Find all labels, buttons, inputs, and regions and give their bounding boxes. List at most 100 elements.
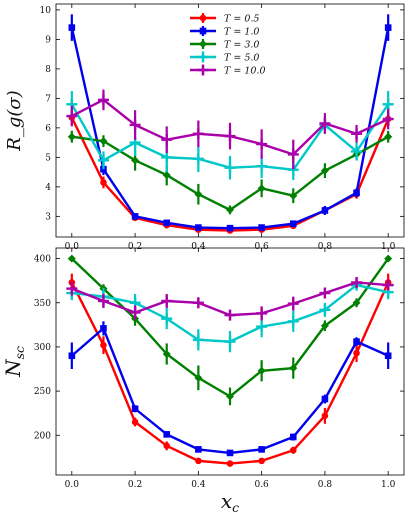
data-point-square (199, 27, 207, 35)
x-tick-label: 0.8 (318, 242, 333, 252)
legend-item: T = 3.0 (190, 39, 259, 51)
data-point-circle (258, 457, 265, 465)
bottom-plot-frame (55, 247, 405, 476)
y-tick-label: 400 (34, 255, 51, 265)
data-point-circle (100, 179, 107, 186)
data-point-diamond (162, 349, 171, 358)
bottom-panel: 0.0 0.2 0.4 0.6 0.8 1.0 200 250 300 350 400 Nsc xc (1, 247, 405, 515)
data-point-diamond (320, 166, 329, 175)
legend-item: T = 10.0 (190, 64, 266, 77)
data-point-diamond (384, 132, 393, 141)
legend-item: T = 1.0 (190, 26, 259, 38)
data-point-circle (321, 412, 329, 420)
data-point-circle (289, 446, 297, 454)
data-point-circle (100, 341, 107, 349)
data-point-square (100, 165, 107, 173)
data-point-square (100, 325, 107, 332)
data-point-diamond (257, 366, 266, 375)
top-plot-frame (55, 3, 405, 238)
y-tick-label: 5 (45, 153, 51, 163)
series-3-0 (67, 254, 393, 406)
series-1-0 (68, 321, 392, 457)
data-point-square (289, 220, 297, 228)
legend-label: T = 5.0 (224, 53, 259, 64)
data-point-circle (131, 418, 139, 426)
x-tick-label: 0.4 (191, 480, 206, 490)
top-ticks: 0.0 0.2 0.4 0.6 0.8 1.0 3 4 5 6 7 8 9 10 (40, 4, 404, 252)
data-point-square (384, 24, 392, 31)
legend: T = 0.5 T = 1.0 T = 3.0 T = 5.0 T = 10.0 (190, 13, 266, 77)
top-series-group (66, 14, 394, 234)
data-point-diamond (162, 171, 171, 180)
x-tick-label: 0.6 (254, 480, 269, 490)
data-point-square (131, 405, 139, 413)
data-point-circle (226, 460, 234, 467)
x-tick-label: 0.4 (191, 242, 206, 252)
series-line (70, 257, 390, 398)
data-point-diamond (131, 156, 140, 165)
legend-item: T = 0.5 (190, 13, 259, 25)
series-1-0 (68, 14, 392, 232)
data-point-square (321, 395, 329, 403)
data-point-square (321, 207, 329, 214)
legend-label: T = 0.5 (224, 14, 259, 25)
y-tick-label: 8 (45, 65, 51, 75)
data-point-square (258, 224, 265, 231)
data-point-diamond (226, 205, 234, 214)
data-point-circle (163, 442, 171, 450)
data-point-square (163, 219, 171, 227)
data-point-diamond (226, 392, 234, 401)
data-point-diamond (289, 191, 298, 200)
data-point-diamond (257, 184, 266, 193)
data-point-square (68, 24, 76, 31)
x-tick-label: 0.0 (65, 480, 80, 490)
y-tick-label: 200 (34, 431, 51, 441)
data-point-square (195, 446, 202, 453)
legend-label: T = 10.0 (224, 66, 266, 77)
data-point-square (68, 352, 76, 360)
data-point-diamond (352, 298, 361, 307)
x-tick-label: 0.6 (254, 242, 269, 252)
series-10-0 (66, 89, 394, 170)
y-tick-label: 300 (34, 343, 51, 353)
data-point-circle (195, 457, 202, 465)
y-tick-label: 6 (45, 124, 51, 134)
legend-item: T = 5.0 (190, 51, 259, 64)
series-line (70, 281, 390, 465)
data-point-diamond (199, 40, 207, 48)
y-tick-label: 4 (45, 183, 51, 193)
data-point-square (384, 352, 392, 360)
data-point-square (163, 431, 171, 438)
data-point-diamond (289, 364, 298, 373)
data-point-diamond (99, 137, 108, 146)
x-tick-label: 0.8 (318, 480, 333, 490)
data-point-square (258, 446, 265, 453)
legend-label: T = 1.0 (224, 27, 259, 38)
bottom-series-group (66, 254, 394, 467)
x-tick-label: 1.0 (381, 480, 396, 490)
top-panel: 0.0 0.2 0.4 0.6 0.8 1.0 3 4 5 6 7 8 9 10 R_g(σ) T = 0… (4, 3, 405, 252)
bottom-x-axis-label: xc (221, 489, 239, 515)
data-point-circle (199, 14, 207, 22)
data-point-diamond (67, 132, 76, 141)
data-point-diamond (67, 254, 76, 263)
y-tick-label: 10 (40, 6, 52, 16)
data-point-diamond (194, 190, 203, 199)
data-point-square (289, 433, 297, 441)
bottom-ticks: 0.0 0.2 0.4 0.6 0.8 1.0 200 250 300 350 400 (34, 248, 404, 490)
y-tick-label: 7 (45, 94, 51, 104)
data-point-diamond (320, 321, 329, 330)
top-y-axis-label: R_g(σ) (4, 90, 25, 151)
data-point-square (353, 189, 360, 197)
y-tick-label: 9 (45, 35, 51, 45)
series-3-0 (67, 130, 393, 215)
data-point-square (131, 213, 139, 220)
x-tick-label: 0.2 (128, 242, 142, 252)
data-point-square (353, 338, 360, 345)
data-point-circle (353, 349, 360, 357)
data-point-diamond (194, 373, 203, 382)
x-tick-label: 0.0 (65, 242, 80, 252)
legend-label: T = 3.0 (224, 40, 259, 51)
x-tick-label: 0.2 (128, 480, 142, 490)
